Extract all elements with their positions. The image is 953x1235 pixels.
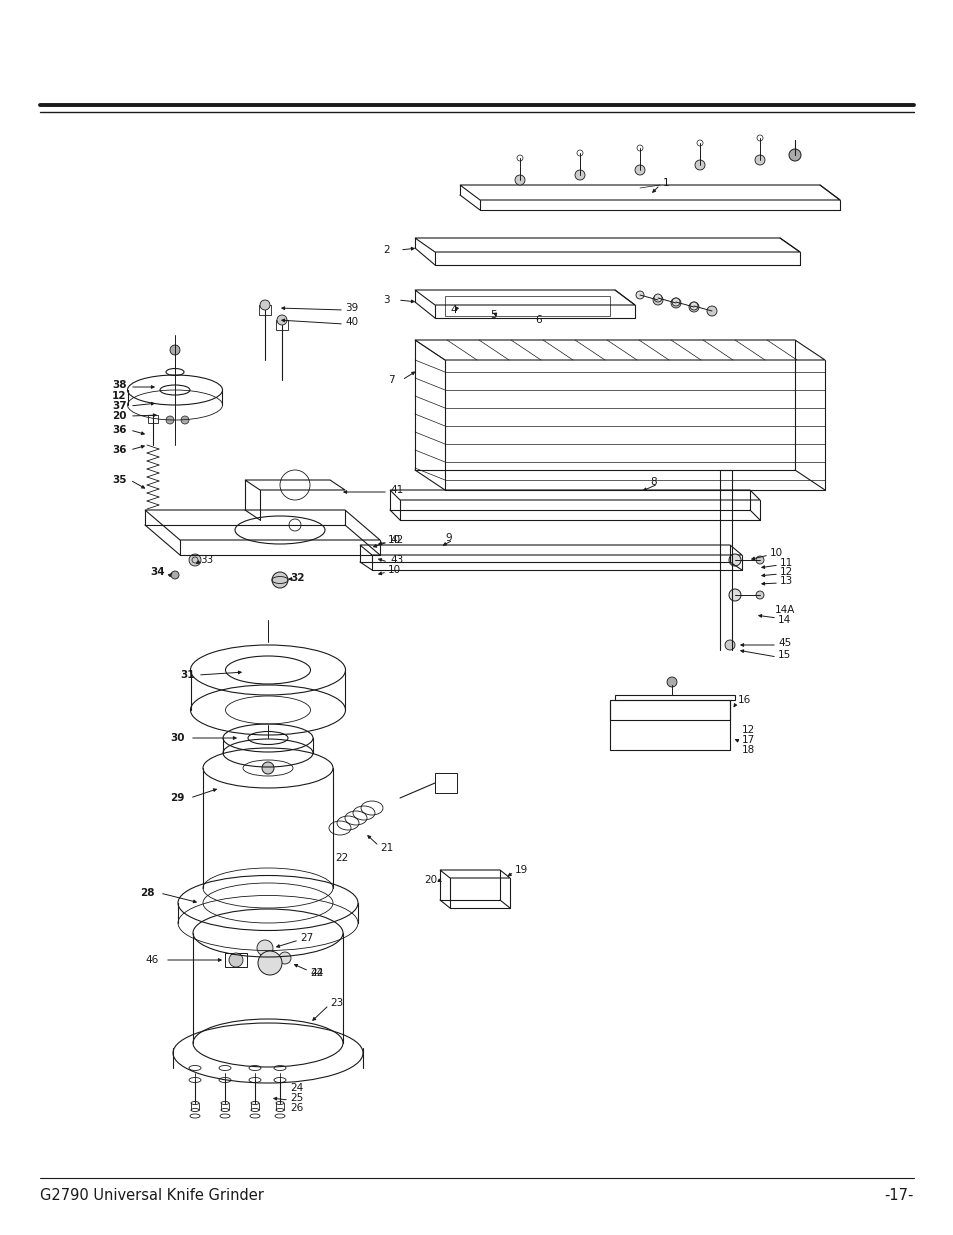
Text: 6: 6 bbox=[535, 315, 541, 325]
Text: 1: 1 bbox=[662, 178, 669, 188]
Text: 10: 10 bbox=[769, 548, 782, 558]
Circle shape bbox=[189, 555, 201, 566]
Circle shape bbox=[229, 953, 243, 967]
Text: 12: 12 bbox=[780, 567, 792, 577]
Text: 33: 33 bbox=[200, 555, 213, 564]
Circle shape bbox=[652, 295, 662, 305]
Text: 14: 14 bbox=[778, 615, 790, 625]
Text: 44: 44 bbox=[310, 968, 323, 978]
Text: 13: 13 bbox=[780, 576, 792, 585]
Text: 31: 31 bbox=[180, 671, 194, 680]
Circle shape bbox=[257, 951, 282, 974]
Text: 38: 38 bbox=[112, 380, 127, 390]
Text: 21: 21 bbox=[379, 844, 393, 853]
Text: 41: 41 bbox=[390, 485, 403, 495]
Text: 39: 39 bbox=[345, 303, 358, 312]
Text: 20: 20 bbox=[112, 411, 127, 421]
Text: 27: 27 bbox=[299, 932, 313, 944]
Text: 42: 42 bbox=[390, 535, 403, 545]
Text: 46: 46 bbox=[145, 955, 158, 965]
Text: 26: 26 bbox=[290, 1103, 303, 1113]
Bar bbox=[225, 953, 247, 967]
Circle shape bbox=[689, 303, 698, 310]
Text: 30: 30 bbox=[170, 734, 184, 743]
Circle shape bbox=[728, 589, 740, 601]
Text: 22: 22 bbox=[335, 853, 348, 863]
Text: 5: 5 bbox=[490, 310, 497, 320]
Text: 18: 18 bbox=[741, 745, 755, 755]
Text: 16: 16 bbox=[738, 695, 750, 705]
Text: G2790 Universal Knife Grinder: G2790 Universal Knife Grinder bbox=[40, 1188, 264, 1203]
Circle shape bbox=[272, 572, 288, 588]
Text: 43: 43 bbox=[390, 555, 403, 564]
Text: 12: 12 bbox=[112, 391, 127, 401]
Text: 10: 10 bbox=[388, 535, 400, 545]
Circle shape bbox=[575, 170, 584, 180]
Text: 35: 35 bbox=[112, 475, 127, 485]
Text: 4: 4 bbox=[450, 305, 456, 315]
Text: 23: 23 bbox=[330, 998, 343, 1008]
Circle shape bbox=[262, 762, 274, 774]
Circle shape bbox=[788, 149, 801, 161]
Text: 11: 11 bbox=[780, 558, 792, 568]
Circle shape bbox=[636, 291, 643, 299]
Text: 19: 19 bbox=[515, 864, 528, 876]
Circle shape bbox=[706, 306, 717, 316]
Circle shape bbox=[256, 940, 273, 956]
Text: 15: 15 bbox=[778, 650, 790, 659]
Text: 40: 40 bbox=[345, 317, 357, 327]
Circle shape bbox=[181, 416, 189, 424]
Bar bbox=[444, 296, 609, 316]
Circle shape bbox=[670, 298, 680, 308]
Text: 29: 29 bbox=[170, 793, 184, 803]
Text: 36: 36 bbox=[112, 445, 127, 454]
Circle shape bbox=[755, 556, 763, 564]
Text: -17-: -17- bbox=[883, 1188, 913, 1203]
Text: 24: 24 bbox=[290, 1083, 303, 1093]
Text: 32: 32 bbox=[290, 573, 304, 583]
Circle shape bbox=[170, 345, 180, 354]
Text: 20: 20 bbox=[423, 876, 436, 885]
Bar bbox=[148, 415, 158, 424]
Circle shape bbox=[635, 165, 644, 175]
Circle shape bbox=[171, 571, 179, 579]
Circle shape bbox=[276, 315, 287, 325]
Circle shape bbox=[654, 294, 661, 303]
Text: 8: 8 bbox=[649, 477, 656, 487]
Text: 14A: 14A bbox=[774, 605, 795, 615]
Text: 34: 34 bbox=[150, 567, 165, 577]
Text: 22: 22 bbox=[310, 968, 323, 978]
Text: 25: 25 bbox=[290, 1093, 303, 1103]
Text: 9: 9 bbox=[444, 534, 451, 543]
Bar bbox=[435, 773, 456, 793]
Circle shape bbox=[695, 161, 704, 170]
Circle shape bbox=[724, 640, 734, 650]
Text: 37: 37 bbox=[112, 401, 127, 411]
Text: 10: 10 bbox=[388, 564, 400, 576]
Bar bbox=[275, 320, 288, 330]
Text: 28: 28 bbox=[140, 888, 154, 898]
Circle shape bbox=[515, 175, 524, 185]
Text: 12: 12 bbox=[741, 725, 755, 735]
Text: 45: 45 bbox=[778, 638, 790, 648]
Circle shape bbox=[166, 416, 173, 424]
Text: 7: 7 bbox=[388, 375, 395, 385]
Bar bbox=[258, 305, 271, 315]
Circle shape bbox=[260, 300, 270, 310]
Text: 3: 3 bbox=[382, 295, 389, 305]
Text: 36: 36 bbox=[112, 425, 127, 435]
Circle shape bbox=[671, 298, 679, 306]
Circle shape bbox=[728, 555, 740, 566]
Circle shape bbox=[755, 592, 763, 599]
Circle shape bbox=[666, 677, 677, 687]
Text: 2: 2 bbox=[382, 245, 389, 254]
Circle shape bbox=[754, 156, 764, 165]
Circle shape bbox=[278, 952, 291, 965]
Circle shape bbox=[688, 303, 699, 312]
Text: 17: 17 bbox=[741, 735, 755, 745]
